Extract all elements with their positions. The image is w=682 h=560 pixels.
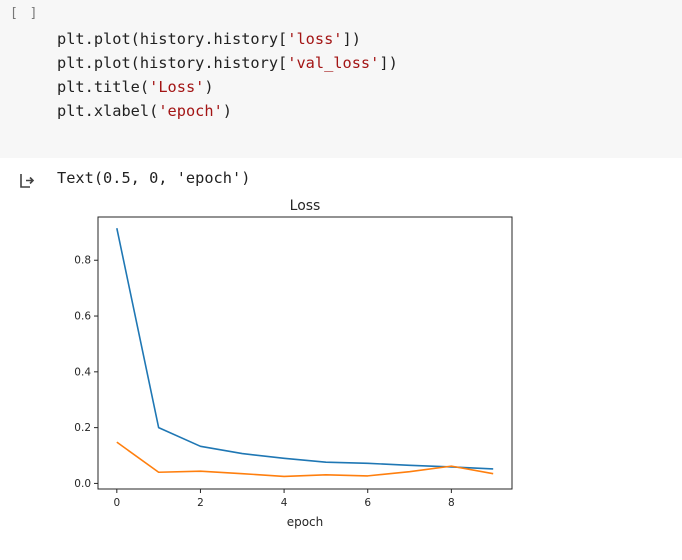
loss-chart: Loss 0 2 4 6 8 0.0 0.2 0.4 0.6 0.8 epoch bbox=[74, 198, 513, 529]
output-arrow-icon[interactable] bbox=[18, 172, 36, 190]
x-tick-label: 4 bbox=[281, 497, 288, 509]
code-line: plt.plot(history.history['loss']) bbox=[57, 30, 361, 48]
series-line-0 bbox=[116, 227, 494, 470]
code-line: plt.xlabel('epoch') bbox=[57, 102, 232, 120]
y-tick-label: 0.8 bbox=[74, 255, 91, 267]
x-tick-label: 0 bbox=[113, 497, 120, 509]
axis-ticks: 0 2 4 6 8 0.0 0.2 0.4 0.6 0.8 bbox=[74, 255, 454, 509]
x-tick-label: 6 bbox=[364, 497, 371, 509]
code-line: plt.plot(history.history['val_loss']) bbox=[57, 54, 398, 72]
code-cell[interactable]: [ ] plt.plot(history.history['loss']) plt… bbox=[0, 0, 682, 158]
series-line-1 bbox=[116, 441, 494, 478]
code-editor[interactable]: plt.plot(history.history['loss']) plt.plo… bbox=[57, 27, 398, 123]
x-axis-label: epoch bbox=[287, 515, 324, 529]
x-tick-label: 8 bbox=[448, 497, 455, 509]
y-tick-label: 0.4 bbox=[74, 366, 91, 378]
plot-frame bbox=[97, 216, 513, 490]
y-tick-label: 0.6 bbox=[74, 311, 91, 323]
run-cell-button[interactable]: [ ] bbox=[10, 6, 40, 21]
x-tick-label: 2 bbox=[197, 497, 204, 509]
y-tick-label: 0.0 bbox=[74, 478, 91, 490]
y-tick-label: 0.2 bbox=[74, 422, 91, 434]
series-lines bbox=[116, 227, 494, 478]
output-text: Text(0.5, 0, 'epoch') bbox=[57, 169, 251, 187]
code-line: plt.title('Loss') bbox=[57, 78, 214, 96]
chart-title: Loss bbox=[290, 198, 321, 214]
